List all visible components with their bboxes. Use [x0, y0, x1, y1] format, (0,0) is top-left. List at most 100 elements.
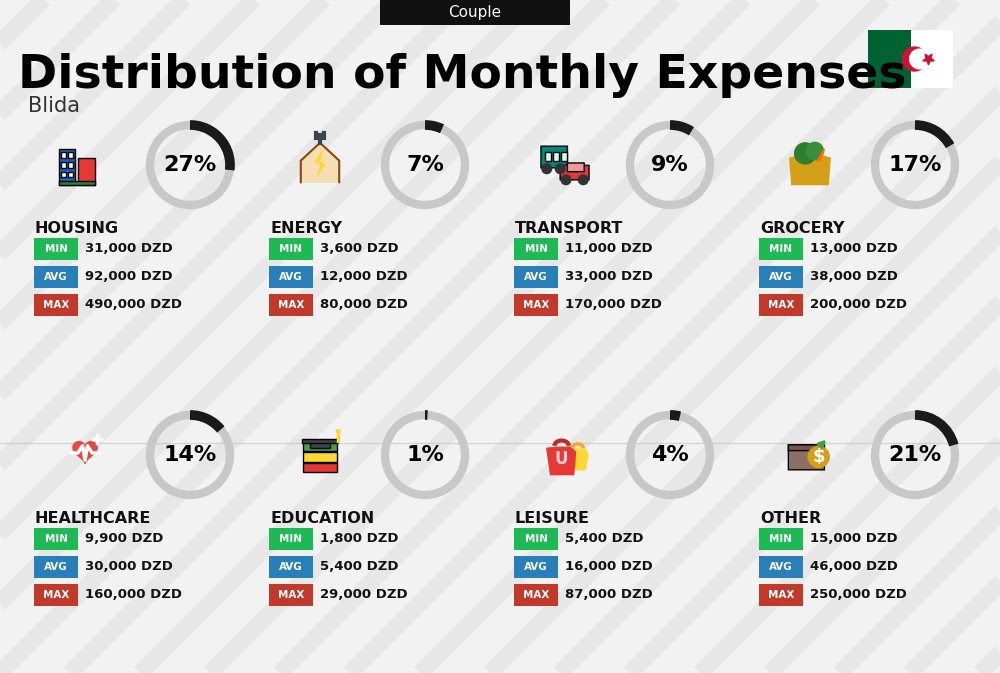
FancyBboxPatch shape [59, 181, 95, 184]
FancyBboxPatch shape [514, 556, 558, 578]
Circle shape [542, 164, 552, 174]
FancyBboxPatch shape [514, 266, 558, 288]
FancyBboxPatch shape [560, 166, 589, 180]
FancyBboxPatch shape [303, 462, 337, 472]
Text: AVG: AVG [769, 562, 793, 572]
Polygon shape [301, 143, 339, 182]
FancyBboxPatch shape [759, 238, 803, 260]
Text: 1%: 1% [406, 445, 444, 465]
Text: MIN: MIN [44, 534, 68, 544]
Text: AVG: AVG [524, 272, 548, 282]
Text: Couple: Couple [448, 5, 502, 20]
Text: 4%: 4% [651, 445, 689, 465]
FancyBboxPatch shape [34, 238, 78, 260]
Circle shape [578, 175, 588, 184]
Text: AVG: AVG [279, 272, 303, 282]
Text: LEISURE: LEISURE [515, 511, 590, 526]
Text: 27%: 27% [163, 155, 217, 175]
Text: MIN: MIN [524, 244, 548, 254]
FancyBboxPatch shape [788, 445, 824, 470]
Text: MIN: MIN [770, 534, 792, 544]
FancyBboxPatch shape [61, 172, 66, 178]
Circle shape [808, 446, 829, 468]
FancyBboxPatch shape [61, 153, 66, 158]
Text: MIN: MIN [280, 534, 302, 544]
FancyBboxPatch shape [68, 162, 73, 168]
Text: 15,000 DZD: 15,000 DZD [810, 532, 898, 546]
FancyBboxPatch shape [269, 238, 313, 260]
FancyBboxPatch shape [269, 528, 313, 550]
FancyBboxPatch shape [759, 266, 803, 288]
Text: 21%: 21% [888, 445, 942, 465]
Text: MIN: MIN [524, 534, 548, 544]
Text: TRANSPORT: TRANSPORT [515, 221, 623, 236]
Text: 170,000 DZD: 170,000 DZD [565, 299, 662, 312]
FancyBboxPatch shape [788, 445, 824, 451]
FancyBboxPatch shape [545, 152, 551, 161]
Text: 9%: 9% [651, 155, 689, 175]
FancyBboxPatch shape [78, 158, 95, 184]
Text: 9,900 DZD: 9,900 DZD [85, 532, 163, 546]
Text: 5,400 DZD: 5,400 DZD [565, 532, 644, 546]
Text: AVG: AVG [524, 562, 548, 572]
Polygon shape [567, 449, 588, 470]
Text: MAX: MAX [523, 300, 549, 310]
FancyBboxPatch shape [380, 0, 570, 25]
Text: 11,000 DZD: 11,000 DZD [565, 242, 653, 256]
Text: 87,000 DZD: 87,000 DZD [565, 588, 653, 602]
FancyBboxPatch shape [514, 238, 558, 260]
Text: $: $ [812, 448, 825, 466]
FancyBboxPatch shape [541, 146, 567, 168]
Text: 5,400 DZD: 5,400 DZD [320, 561, 398, 573]
Text: 16,000 DZD: 16,000 DZD [565, 561, 653, 573]
Polygon shape [817, 149, 824, 161]
Circle shape [806, 143, 823, 160]
FancyBboxPatch shape [269, 556, 313, 578]
Circle shape [910, 49, 929, 69]
Text: 30,000 DZD: 30,000 DZD [85, 561, 173, 573]
FancyBboxPatch shape [34, 266, 78, 288]
FancyBboxPatch shape [68, 172, 73, 178]
Text: MIN: MIN [770, 244, 792, 254]
FancyBboxPatch shape [303, 441, 337, 451]
Text: 33,000 DZD: 33,000 DZD [565, 271, 653, 283]
Circle shape [555, 164, 565, 174]
Circle shape [902, 47, 926, 71]
Text: 80,000 DZD: 80,000 DZD [320, 299, 408, 312]
Text: MAX: MAX [278, 300, 304, 310]
FancyBboxPatch shape [59, 149, 75, 184]
FancyBboxPatch shape [759, 584, 803, 606]
Text: 17%: 17% [888, 155, 942, 175]
FancyBboxPatch shape [303, 452, 337, 462]
FancyBboxPatch shape [269, 266, 313, 288]
Text: MAX: MAX [43, 590, 69, 600]
FancyBboxPatch shape [514, 584, 558, 606]
Polygon shape [73, 441, 97, 464]
Text: GROCERY: GROCERY [760, 221, 844, 236]
Polygon shape [547, 448, 576, 474]
Text: MAX: MAX [768, 590, 794, 600]
Text: MAX: MAX [43, 300, 69, 310]
Text: HOUSING: HOUSING [35, 221, 119, 236]
FancyBboxPatch shape [34, 584, 78, 606]
Text: EDUCATION: EDUCATION [270, 511, 374, 526]
FancyBboxPatch shape [269, 584, 313, 606]
Text: OTHER: OTHER [760, 511, 821, 526]
FancyBboxPatch shape [561, 152, 567, 161]
Text: 38,000 DZD: 38,000 DZD [810, 271, 898, 283]
Text: MAX: MAX [278, 590, 304, 600]
FancyBboxPatch shape [68, 153, 73, 158]
FancyBboxPatch shape [61, 162, 66, 168]
FancyBboxPatch shape [34, 294, 78, 316]
Text: 200,000 DZD: 200,000 DZD [810, 299, 907, 312]
Text: MIN: MIN [280, 244, 302, 254]
FancyBboxPatch shape [34, 528, 78, 550]
Text: MAX: MAX [523, 590, 549, 600]
FancyBboxPatch shape [910, 30, 953, 88]
Text: 1,800 DZD: 1,800 DZD [320, 532, 398, 546]
Polygon shape [790, 156, 830, 184]
Text: HEALTHCARE: HEALTHCARE [35, 511, 151, 526]
Text: AVG: AVG [769, 272, 793, 282]
Text: Distribution of Monthly Expenses: Distribution of Monthly Expenses [18, 53, 906, 98]
Text: MAX: MAX [768, 300, 794, 310]
